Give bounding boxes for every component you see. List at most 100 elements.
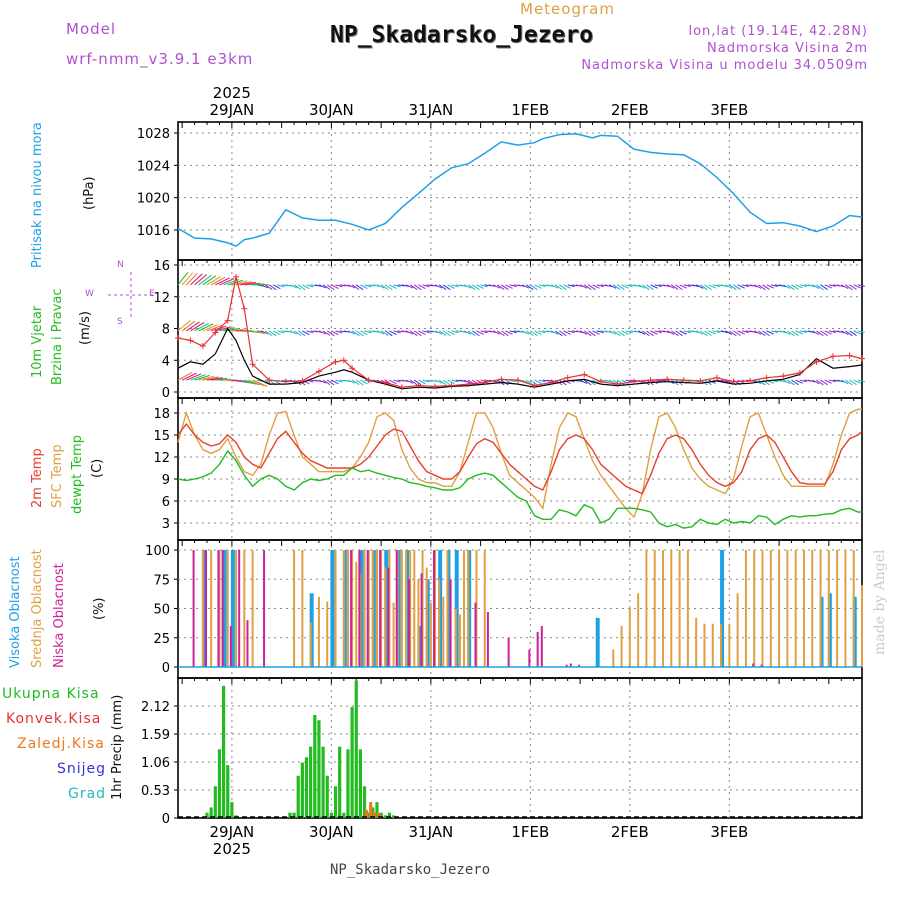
wind-arrow <box>795 284 803 289</box>
wind-arrow <box>480 330 488 334</box>
wind-arrow <box>364 330 372 334</box>
wind-arrow <box>720 284 729 288</box>
cloud-bar <box>246 620 249 667</box>
wind-arrow <box>472 330 480 337</box>
wind-arrow <box>355 284 364 291</box>
wind-arrow <box>762 330 770 337</box>
wind-gust-marker <box>813 358 820 365</box>
cloud-bar <box>786 550 789 667</box>
wind-arrow <box>683 330 691 334</box>
wind-arrow <box>704 284 712 291</box>
wind-arrow <box>583 284 592 291</box>
cloud-bar <box>802 550 805 667</box>
wind-arrow <box>326 379 335 386</box>
wind-arrow <box>724 284 733 289</box>
wind-arrow <box>422 284 430 288</box>
cloud-bar <box>229 626 232 667</box>
cloud-bar <box>301 550 304 667</box>
wind-arrow <box>588 330 596 337</box>
wind-arrow <box>443 379 451 386</box>
wind-arrow <box>583 330 592 337</box>
cloud-bar <box>695 617 698 667</box>
cloud-bar <box>686 550 689 667</box>
wind-arrow <box>828 330 836 333</box>
precip-bar <box>346 749 350 818</box>
wind-arrow <box>273 284 281 290</box>
wind-arrow <box>459 379 468 383</box>
wind-arrow-early <box>194 274 208 286</box>
wind-arrow <box>637 284 646 289</box>
wind-arrow <box>476 330 484 335</box>
wind-arrow <box>828 379 836 383</box>
wind-arrow <box>592 284 600 289</box>
wind-arrow <box>795 330 803 335</box>
ytick-label-precip: 0.53 <box>141 784 170 799</box>
cloud-bar <box>569 663 572 667</box>
wind-gust-marker <box>315 368 322 375</box>
wind-gust-marker <box>266 377 273 384</box>
cloud-bar <box>375 550 378 667</box>
wind-arrow <box>708 330 716 335</box>
wind-arrow <box>335 284 343 288</box>
wind-arrow <box>816 330 824 337</box>
wind-arrow <box>654 330 662 334</box>
wind-arrow <box>443 330 451 337</box>
wind-gust-marker <box>564 374 571 381</box>
wind-arrow <box>799 379 807 383</box>
wind-arrow <box>277 284 285 288</box>
precip-bar <box>325 775 329 818</box>
cloud-bar <box>811 550 814 667</box>
wind-arrow <box>749 330 758 334</box>
wind-arrow <box>517 284 526 287</box>
wind-gust-marker <box>631 378 637 385</box>
wind-arrow <box>853 379 861 384</box>
wind-arrow <box>783 330 791 335</box>
wind-arrow <box>434 379 443 384</box>
wind-arrow <box>318 379 327 384</box>
cloud-bar <box>358 550 361 667</box>
cloud-bar <box>293 550 296 667</box>
ytick-label-wind: 0 <box>162 386 170 401</box>
wind-arrow <box>596 330 604 334</box>
wind-gust-marker <box>187 337 194 344</box>
precip-bar <box>375 802 379 818</box>
cloud-bar <box>578 664 581 667</box>
cloud-bar <box>861 585 863 667</box>
wind-arrow <box>770 284 778 287</box>
wind-arrow <box>384 284 393 291</box>
cloud-bar <box>769 550 772 667</box>
wind-arrow <box>559 379 567 386</box>
wind-arrow <box>289 330 298 335</box>
wind-arrow <box>434 330 443 335</box>
cloud-bar <box>363 550 366 667</box>
wind-arrow-early <box>210 276 226 286</box>
cloud-bar <box>395 550 398 667</box>
wind-arrow <box>816 284 824 291</box>
wind-arrow <box>322 379 331 386</box>
wind-arrow-early <box>185 321 200 332</box>
cloud-bar <box>753 550 756 667</box>
wind-arrow <box>666 330 675 335</box>
wind-gust-marker <box>465 381 472 388</box>
wind-arrow <box>857 330 865 333</box>
wind-arrow <box>467 284 476 290</box>
wind-arrow <box>845 379 853 386</box>
wind-arrow <box>596 284 604 288</box>
cloud-bar <box>238 550 241 667</box>
wind-arrow-early <box>227 328 244 332</box>
wind-arrow-early <box>211 377 228 381</box>
panel-frame-precip <box>177 677 863 819</box>
wind-arrow <box>476 284 484 289</box>
wind-arrow <box>447 284 455 289</box>
ytick-label-temp: 6 <box>162 495 170 510</box>
wind-arrow <box>380 284 389 290</box>
wind-arrow <box>360 379 368 385</box>
wind-arrow <box>277 330 285 334</box>
wind-arrow <box>812 284 820 289</box>
precip-bar <box>205 812 209 818</box>
wind-arrow <box>331 330 339 336</box>
wind-arrow <box>662 284 671 288</box>
wind-gust-marker <box>233 273 240 280</box>
wind-arrow <box>463 330 472 335</box>
wind-arrow <box>567 330 575 334</box>
